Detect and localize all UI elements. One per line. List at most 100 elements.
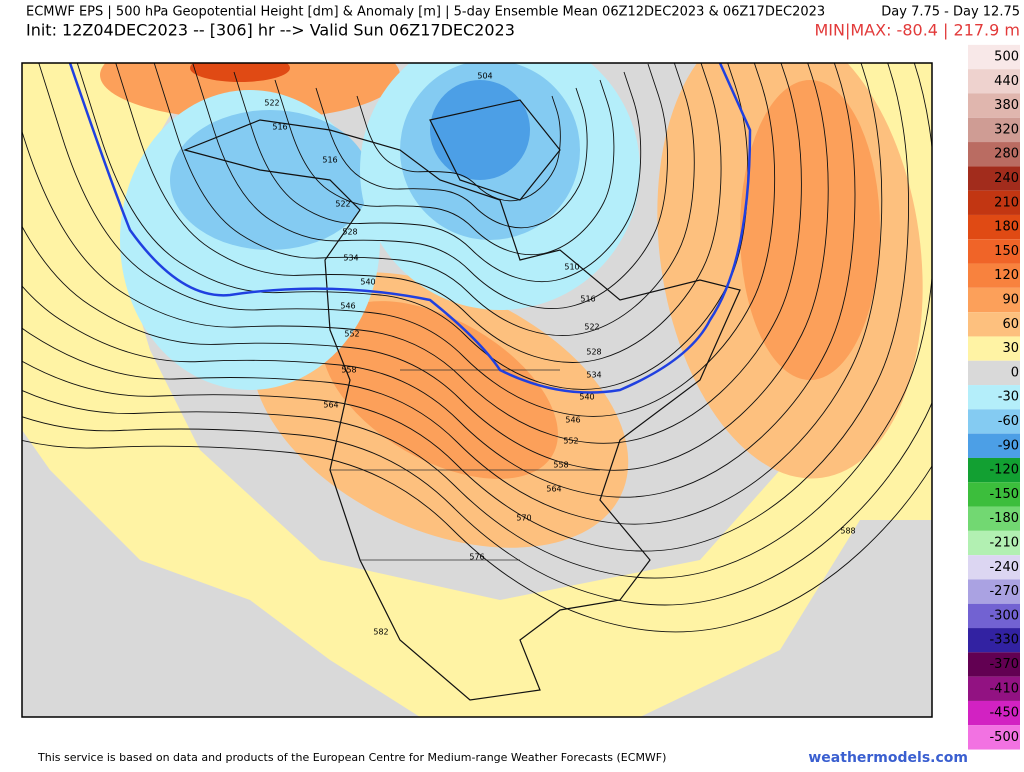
colorbar-cell [968,628,1020,653]
title: ECMWF EPS | 500 hPa Geopotential Height … [26,5,825,20]
colorbar-label: 90 [1002,293,1019,308]
contour-label: 522 [264,99,279,108]
colorbar-cell [968,263,1020,288]
contour-label: 510 [564,263,579,272]
colorbar-label: 210 [994,195,1019,210]
height-contour [274,79,615,256]
contour-label: 546 [340,302,355,311]
colorbar-cell [968,579,1020,604]
map-frame [21,62,933,718]
colorbar-cell [968,676,1020,701]
contour-label: 546 [565,416,580,425]
colorbar-label: -270 [989,584,1019,599]
site: weathermodels.com [808,750,968,766]
colorbar-label: -330 [989,633,1019,648]
anomaly-positive [22,63,932,717]
height-contour [192,63,668,310]
colorbar-label: -60 [998,414,1019,429]
colorbar-cell [968,336,1020,361]
anomaly-positive [22,63,120,300]
colorbar-cell [968,482,1020,507]
height-contour [153,63,695,336]
colorbar-label: -150 [989,487,1019,502]
contour-label: 516 [322,156,337,165]
colorbar-label: -370 [989,657,1019,672]
height-contour [22,63,829,471]
colorbar-cell [968,190,1020,215]
colorbar-label: 280 [994,147,1019,162]
colorbar-cell [968,69,1020,94]
height-contour [22,63,910,552]
anomaly-north [190,63,290,82]
colorbar-cell [968,360,1020,386]
contour-label: 564 [323,401,338,410]
colorbar-label: 150 [994,244,1019,259]
colorbar-label: 380 [994,98,1019,113]
colorbar-cell [968,166,1020,191]
colorbar-cell [968,214,1020,240]
height-contour [115,63,722,363]
credit: This service is based on data and produc… [37,751,666,764]
day-range: Day 7.75 - Day 12.75 [881,5,1020,20]
contour-label: 588 [840,527,855,536]
height-contour [22,63,856,498]
contour-label: 516 [272,123,287,132]
coastline [183,99,741,701]
contour-label: 540 [360,278,375,287]
colorbar-label: 120 [994,268,1019,283]
colorbar-cell [968,409,1020,434]
colorbar-cell [968,287,1020,313]
colorbar-label: 30 [1002,341,1019,356]
contour-label: 558 [341,366,356,375]
height-contour [22,439,932,633]
colorbar-label: 440 [994,74,1019,89]
contour-label: 540 [579,393,594,402]
colorbar-cell [968,433,1020,458]
colorbar-cell [968,555,1020,580]
contour-540 [68,63,752,394]
height-contour [22,63,932,579]
borders [330,369,600,561]
anomaly-trough [170,110,370,250]
colorbar-cell [968,457,1020,483]
colorbar-cell [968,725,1020,750]
contour-label: 522 [584,323,599,332]
colorbar-label: -30 [998,390,1019,405]
colorbar-label: 180 [994,220,1019,235]
contour-label: 552 [344,330,359,339]
colorbar-label: 240 [994,171,1019,186]
colorbar-label: 0 [1011,365,1019,380]
init-line: Init: 12Z04DEC2023 -- [306] hr --> Valid… [26,21,515,40]
colorbar-cell [968,239,1020,264]
contour-label: 558 [553,461,568,470]
colorbar-cell [968,142,1020,167]
map: 522 516 516 522 528 534 540 546 552 558 564 504 510 5… [22,63,932,717]
colorbar-cell [968,385,1020,410]
contour-label: 564 [546,485,561,494]
colorbar-cell [968,312,1020,337]
colorbar-cell [968,700,1020,726]
height-contour [22,63,802,444]
contour-label: 504 [477,72,492,81]
contour-label: 528 [342,228,357,237]
height-contour [356,95,561,202]
colorbar-label: 500 [994,50,1019,65]
colorbar-label: -500 [989,730,1019,745]
colorbar-label: 60 [1002,317,1019,332]
anomaly-ridge [322,301,558,479]
colorbar-cell [968,93,1020,118]
colorbar-label: -300 [989,608,1019,623]
height-contour [22,63,883,525]
contour-label: 570 [516,514,531,523]
colorbar-label: -450 [989,706,1019,721]
height-contour [233,71,642,283]
contour-label: 576 [469,553,484,562]
height-contour [315,87,588,229]
colorbar-label: -90 [998,438,1019,453]
height-contour [38,63,776,417]
anomaly-trough [430,80,530,180]
colorbar-cell [968,117,1020,143]
colorbar-label: -180 [989,511,1019,526]
contour-label: 534 [586,371,601,380]
colorbar-cell [968,44,1020,70]
